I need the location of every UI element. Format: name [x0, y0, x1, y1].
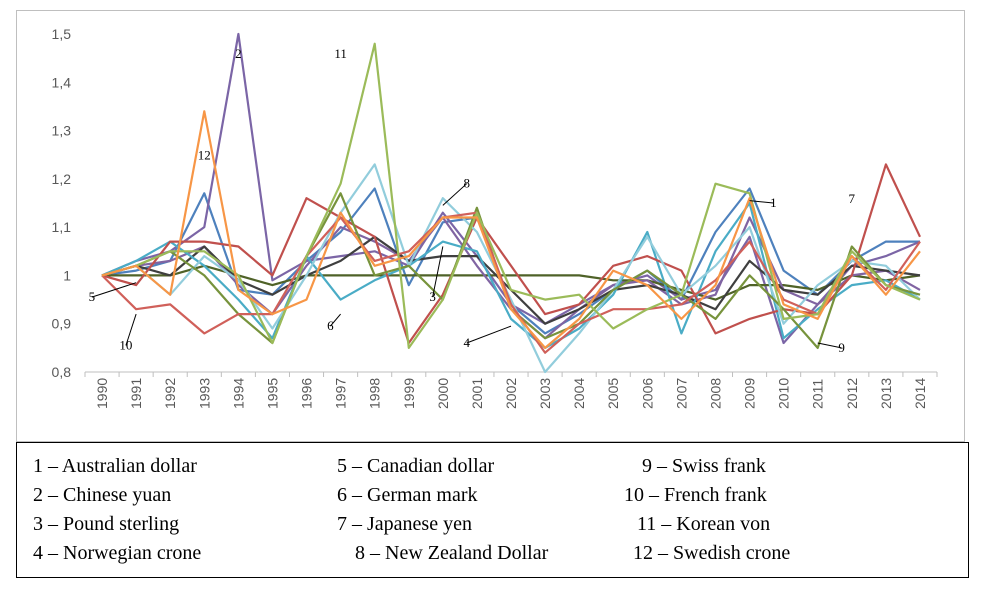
legend-item-new-zealand-dollar: 8 – New Zealand Dollar — [355, 542, 549, 564]
annotation-label-10: 10 — [119, 337, 132, 352]
x-tick-label: 1991 — [128, 378, 144, 409]
y-tick-label: 1,1 — [52, 219, 72, 235]
x-tick-label: 1999 — [401, 378, 417, 409]
series-line-11 — [101, 42, 921, 349]
legend-item-norwegian-crone: 4 – Norwegian crone — [33, 542, 202, 564]
legend-item-german-mark: 6 – German mark — [337, 484, 478, 506]
x-tick-label: 2008 — [707, 378, 723, 409]
annotation-leader — [817, 342, 842, 349]
annotation-label-12: 12 — [198, 148, 211, 163]
legend: 1 – Australian dollar 2 – Chinese yuan 3… — [16, 442, 969, 578]
legend-item-french-frank: 10 – French frank — [624, 484, 767, 506]
annotation-label-1: 1 — [770, 195, 777, 210]
legend-item-korean-von: 11 – Korean von — [637, 513, 771, 535]
y-tick-label: 1,4 — [52, 74, 72, 90]
legend-item-swiss-frank: 9 – Swiss frank — [642, 455, 766, 477]
y-tick-label: 1,3 — [52, 123, 72, 139]
annotation-label-5: 5 — [89, 289, 96, 304]
x-tick-label: 2004 — [571, 378, 587, 409]
x-tick-label: 2009 — [742, 378, 758, 409]
x-tick-label: 1997 — [333, 378, 349, 409]
x-tick-label: 2011 — [810, 379, 826, 409]
annotation-leader — [125, 313, 137, 346]
x-tick-label: 2003 — [537, 378, 553, 409]
legend-item-swedish-crone: 12 – Swedish crone — [633, 542, 791, 564]
annotation-leader — [442, 183, 468, 206]
annotation-label-2: 2 — [235, 46, 242, 61]
annotation-leader — [466, 325, 512, 344]
y-tick-label: 0,8 — [52, 364, 72, 380]
annotation-label-7: 7 — [849, 191, 856, 206]
series-line-8 — [101, 163, 921, 374]
x-tick-label: 2006 — [639, 378, 655, 409]
annotation-leader — [329, 313, 341, 327]
annotation-label-3: 3 — [429, 289, 436, 304]
annotation-label-11: 11 — [334, 46, 347, 61]
legend-item-pound-sterling: 3 – Pound sterling — [33, 513, 180, 535]
series-line-10 — [101, 211, 921, 354]
annotation-label-8: 8 — [463, 176, 470, 191]
annotation-label-6: 6 — [327, 318, 334, 333]
y-tick-label: 1,2 — [52, 171, 72, 187]
x-tick-label: 2002 — [503, 378, 519, 409]
legend-item-chinese-yuan: 2 – Chinese yuan — [33, 484, 172, 506]
x-tick-label: 2013 — [878, 378, 894, 409]
y-tick-label: 1,5 — [52, 26, 72, 42]
x-tick-label: 1990 — [94, 378, 110, 409]
x-tick-label: 2007 — [673, 378, 689, 409]
x-tick-label: 2000 — [435, 378, 451, 409]
series-line-12 — [101, 110, 921, 349]
legend-item-japanese-yen: 7 – Japanese yen — [337, 513, 472, 535]
legend-item-australian-dollar: 1 – Australian dollar — [33, 455, 197, 477]
annotation-leader — [432, 246, 444, 298]
x-tick-label: 2005 — [605, 378, 621, 409]
x-tick-label: 1992 — [162, 378, 178, 409]
x-tick-label: 1994 — [230, 378, 246, 409]
x-tick-label: 2001 — [469, 378, 485, 409]
y-tick-label: 1 — [63, 267, 71, 283]
annotation-label-4: 4 — [463, 335, 470, 350]
x-tick-label: 1998 — [367, 378, 383, 409]
x-tick-label: 2014 — [912, 378, 928, 409]
annotation-leader — [91, 282, 137, 298]
x-tick-label: 1996 — [299, 378, 315, 409]
x-tick-label: 1993 — [196, 378, 212, 409]
x-tick-label: 2012 — [844, 378, 860, 409]
annotation-leader — [749, 200, 774, 204]
legend-item-canadian-dollar: 5 – Canadian dollar — [337, 455, 495, 477]
x-tick-label: 1995 — [264, 378, 280, 409]
annotation-label-9: 9 — [838, 340, 845, 355]
chart-area: 0,8 0,9 1 1,1 1,2 1,3 1,4 1,5 1990 1991 1992 1993 19… — [16, 10, 965, 442]
y-tick-label: 0,9 — [52, 316, 72, 332]
x-tick-label: 2010 — [776, 378, 792, 409]
series-line-6 — [101, 201, 921, 349]
